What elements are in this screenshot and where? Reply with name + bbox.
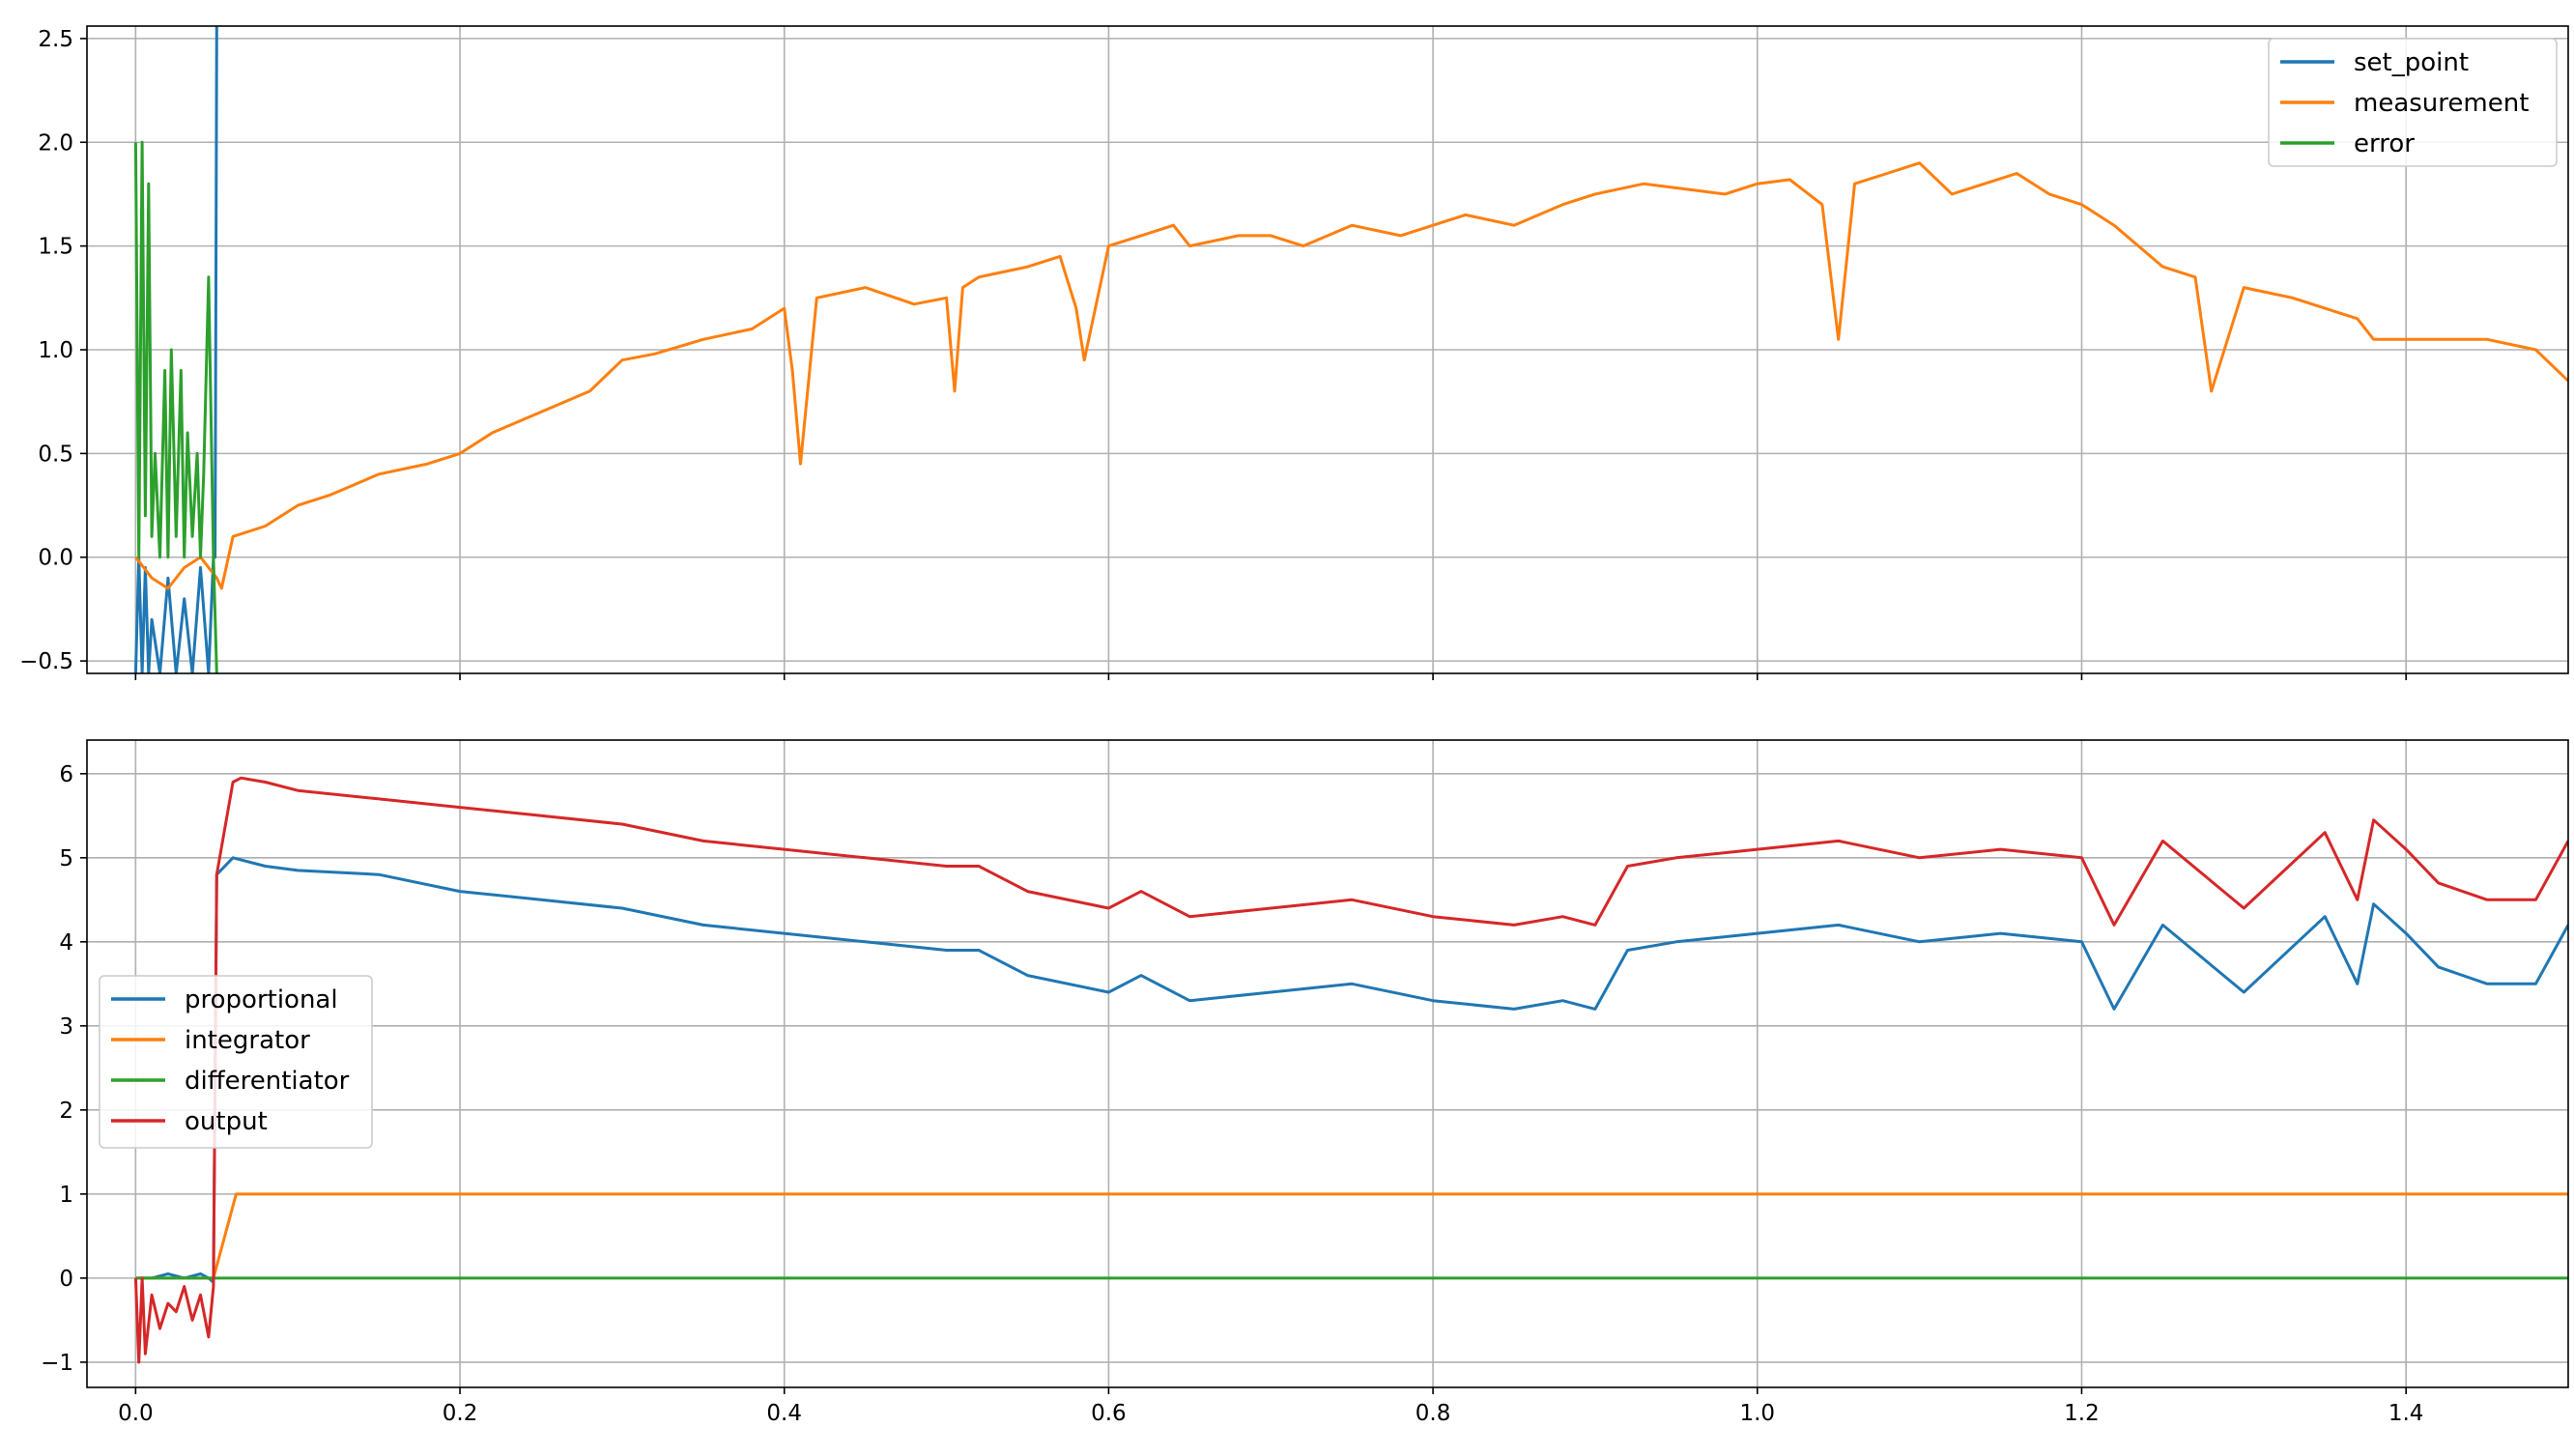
x-tick-label: 1.0: [1739, 1401, 1775, 1426]
y-tick-label: −0.5: [19, 649, 73, 674]
legend: proportional integrator differentiator outp…: [99, 975, 373, 1149]
legend-label-integrator: integrator: [185, 1026, 310, 1055]
y-tick-label: 6: [59, 762, 73, 787]
y-tick-label: 0.5: [38, 442, 73, 467]
x-tick-label: 0.6: [1091, 1401, 1127, 1426]
series-line-integrator: [135, 1192, 2568, 1280]
x-tick-label: 0.8: [1416, 1401, 1451, 1426]
y-tick-label: 2.0: [38, 130, 73, 156]
x-tick-label: 0.4: [766, 1401, 802, 1426]
legend: set_point measurement error: [2268, 38, 2558, 167]
y-tick-label: 3: [59, 1014, 73, 1040]
y-tick-label: 1: [59, 1183, 73, 1208]
legend-label-proportional: proportional: [185, 985, 338, 1014]
legend-label-measurement: measurement: [2354, 89, 2529, 118]
legend-label-error: error: [2354, 129, 2415, 158]
legend-label-output: output: [185, 1107, 268, 1136]
y-tick-label: −1: [41, 1351, 73, 1376]
y-tick-label: 0.0: [38, 546, 73, 571]
series-line-proportional: [135, 856, 2568, 1284]
y-tick-label: 0: [59, 1267, 73, 1292]
legend-box: [2268, 38, 2558, 167]
top-chart-panel: −0.5 0.0 0.5 1.0 1.5 2.0 2.5 set_point measureme…: [19, 25, 2569, 680]
bottom-chart-panel: 0.0 0.2 0.4 0.6 0.8 1.0 1.2 1.4 −1 0 1 2 3 4 5 6 proport…: [41, 739, 2569, 1426]
x-tick-label: 1.2: [2064, 1401, 2100, 1426]
x-tick-label: 1.4: [2388, 1401, 2424, 1426]
y-tick-label: 2: [59, 1099, 73, 1124]
series-line-set_point: [133, 26, 218, 673]
series-line-output: [133, 776, 2568, 1364]
x-tick-label: 0.2: [443, 1401, 478, 1426]
axes-frame: [86, 739, 2569, 1388]
y-tick-label: 1.5: [38, 235, 73, 260]
legend-label-set_point: set_point: [2354, 48, 2469, 77]
y-tick-label: 1.0: [38, 338, 73, 363]
series-line-error: [133, 140, 218, 673]
y-tick-label: 4: [59, 930, 73, 956]
legend-box: [99, 975, 373, 1149]
legend-label-differentiator: differentiator: [185, 1067, 350, 1096]
y-tick-label: 5: [59, 846, 73, 871]
x-tick-label: 0.0: [118, 1401, 154, 1426]
series-line-measurement: [134, 161, 2568, 590]
y-tick-label: 2.5: [38, 27, 73, 52]
